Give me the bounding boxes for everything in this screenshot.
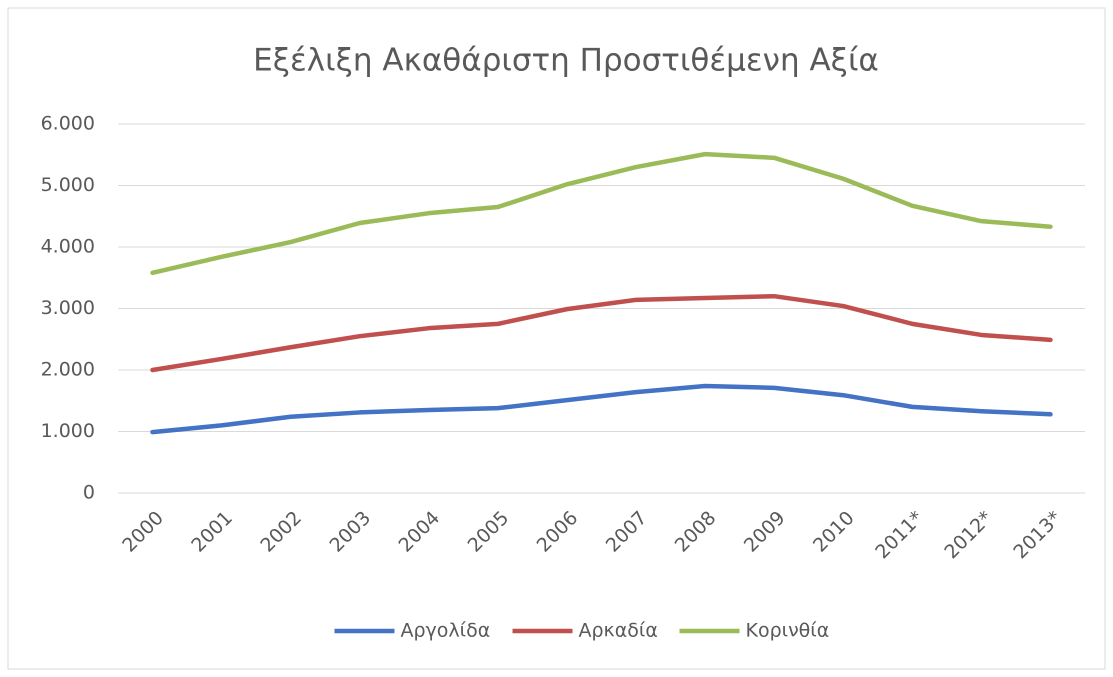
legend-label: Κορινθία	[746, 620, 830, 642]
y-tick-label: 3.000	[41, 297, 95, 319]
line	[150, 293, 1053, 373]
line	[150, 151, 1053, 276]
chart-frame	[7, 7, 1106, 670]
y-tick-label: 0	[83, 482, 95, 504]
y-tick-label: 1.000	[41, 420, 95, 442]
y-tick-label: 4.000	[41, 236, 95, 258]
y-tick-label: 6.000	[41, 113, 95, 135]
y-tick-label: 5.000	[41, 174, 95, 196]
chart-title: Εξέλιξη Ακαθάριστη Προστιθέμενη Αξία	[253, 43, 879, 79]
y-tick-label: 2.000	[41, 359, 95, 381]
legend-label: Αρκαδία	[579, 620, 658, 642]
legend-label: Αργολίδα	[401, 620, 491, 642]
line	[150, 383, 1053, 435]
